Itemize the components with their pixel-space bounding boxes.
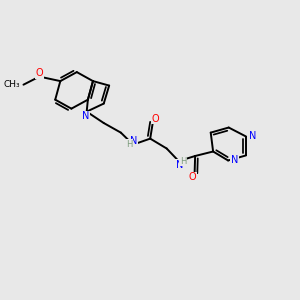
Text: N: N xyxy=(231,155,238,165)
Text: N: N xyxy=(176,160,183,170)
Text: N: N xyxy=(82,111,90,122)
Text: N: N xyxy=(249,131,256,141)
Text: O: O xyxy=(152,113,159,124)
Text: H: H xyxy=(126,140,133,149)
Text: O: O xyxy=(188,172,196,182)
Text: H: H xyxy=(180,157,186,166)
Text: N: N xyxy=(130,136,137,146)
Text: O: O xyxy=(35,68,43,78)
Text: CH₃: CH₃ xyxy=(4,80,20,89)
